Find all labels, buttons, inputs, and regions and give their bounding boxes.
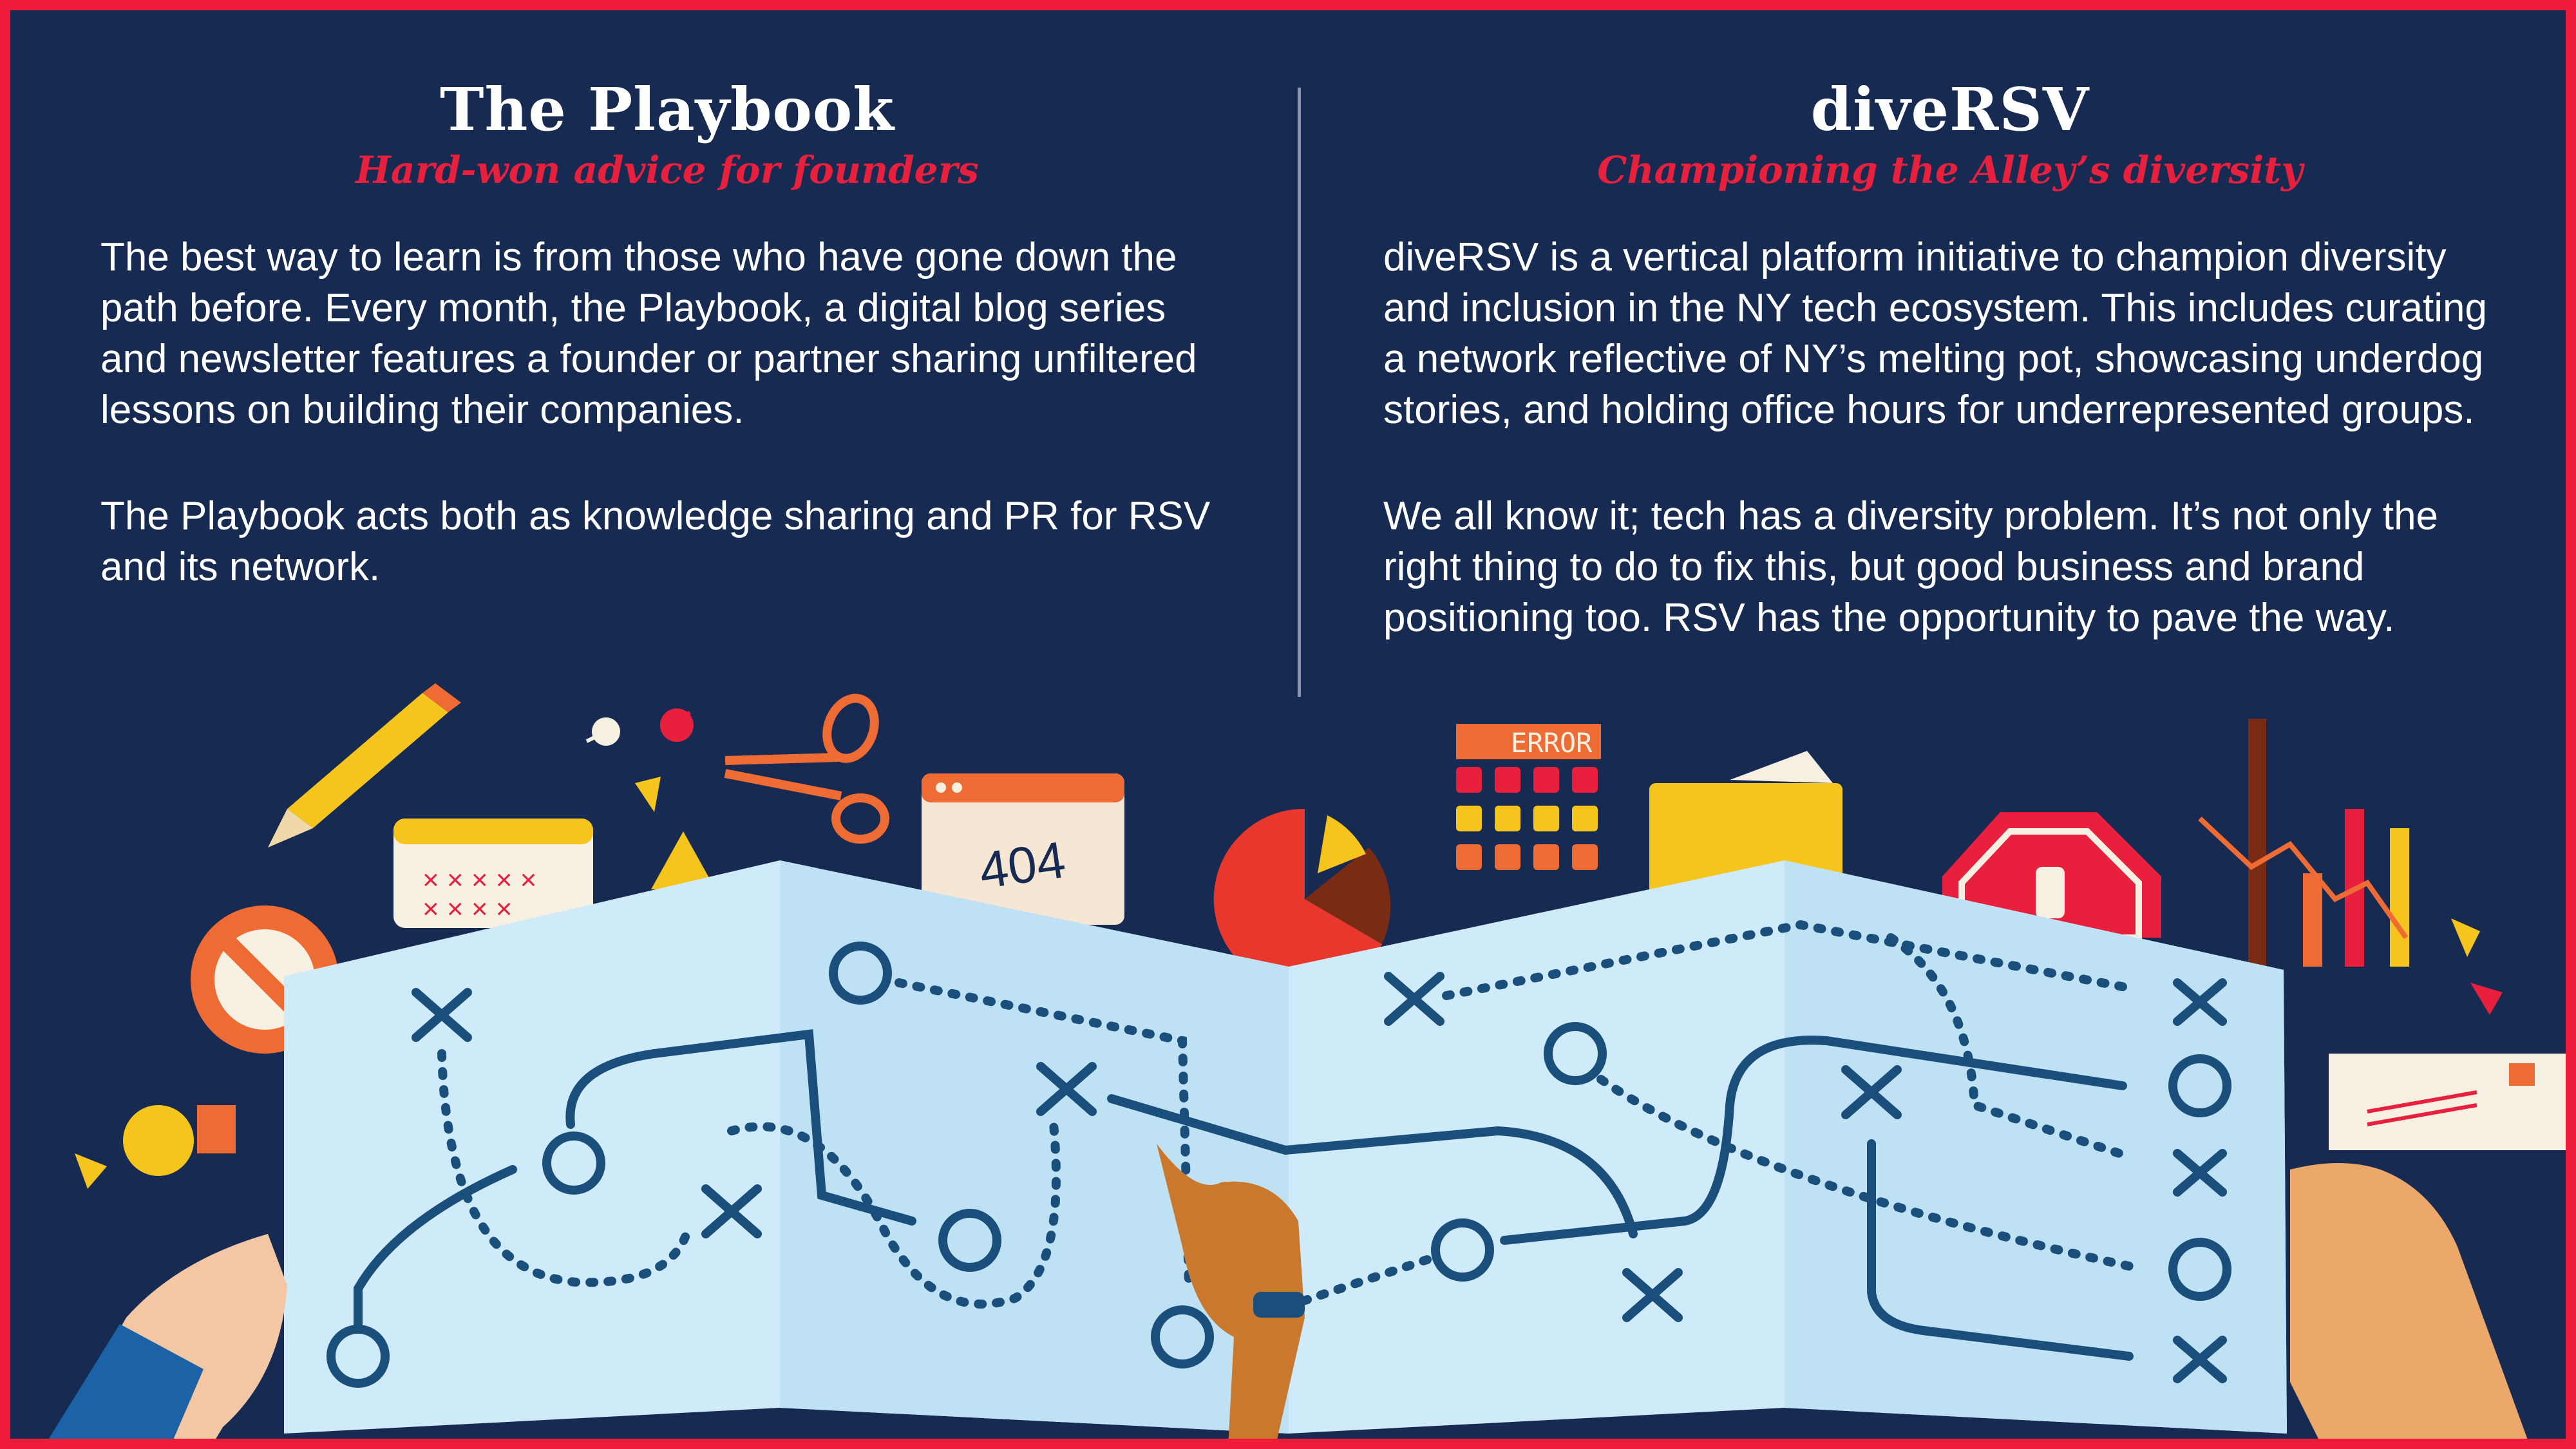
calendar-icon: × × × × × × × × × [393, 819, 593, 928]
lightbulb-icon [75, 1105, 236, 1189]
diversv-subtitle: Championing the Alley’s diversity [1597, 148, 2303, 192]
play-x-mark [2173, 978, 2227, 1026]
calculator-icon: ERROR [1453, 722, 1604, 912]
error-404-label: 404 [976, 831, 1069, 900]
play-x-mark [412, 988, 472, 1042]
play-x-mark [2173, 1336, 2227, 1383]
svg-text:× × × × ×: × × × × × [422, 864, 536, 896]
play-x-mark [1622, 1268, 1683, 1322]
play-route-line [1500, 1036, 2127, 1245]
play-diagram [327, 920, 2231, 1388]
bar-chart-icon [2198, 719, 2503, 1015]
warning-sign-icon [651, 831, 715, 889]
play-dotted-route [1442, 920, 2140, 1000]
diversv-section: diveRSV Championing the Alley’s diversit… [1383, 75, 2517, 643]
play-o-mark [542, 1132, 605, 1195]
error-404-window-icon: 404 [922, 773, 1124, 925]
play-o-mark [1151, 1305, 1214, 1368]
diversv-title: diveRSV [1810, 75, 2090, 144]
calculator-error-label: ERROR [1511, 727, 1593, 759]
playbook-subtitle: Hard-won advice for founders [355, 148, 979, 192]
pie-chart-icon [1213, 808, 1391, 989]
svg-text:× × × ×: × × × × [422, 893, 512, 925]
playbook-title: The Playbook [440, 75, 895, 144]
scissors-icon [724, 694, 889, 844]
envelope-icon [2329, 1054, 2566, 1150]
playbook-paragraph-2: The Playbook acts both as knowledge shar… [100, 494, 1211, 589]
play-dotted-route [1596, 1075, 2134, 1271]
play-o-mark [327, 1325, 390, 1388]
pushpin-icon [585, 708, 694, 812]
play-o-mark [938, 1209, 1001, 1272]
pencil-icon [268, 683, 461, 848]
column-divider [1298, 88, 1301, 697]
stop-sign-icon [1942, 812, 2161, 941]
play-x-mark [1036, 1062, 1097, 1116]
pointing-hand-icon [1157, 1144, 1305, 1439]
play-route-line [354, 1165, 517, 1329]
play-route-line [565, 1029, 916, 1226]
play-x-mark [1841, 1065, 1902, 1119]
play-dotted-route [437, 1049, 691, 1287]
playbook-section: The Playbook Hard-won advice for founder… [100, 75, 1234, 592]
strategy-map-illustration: × × × × × × × × × 404 [48, 683, 2566, 1439]
play-o-mark [829, 942, 892, 1005]
play-o-mark [2168, 1238, 2231, 1301]
play-o-mark [2168, 1054, 2231, 1117]
right-hand-icon [2290, 1163, 2528, 1439]
play-o-mark [1544, 1022, 1607, 1085]
diversv-paragraph-1: diveRSV is a vertical platform initiativ… [1383, 235, 2487, 432]
play-o-mark [1431, 1218, 1494, 1282]
play-dotted-route [727, 1120, 1061, 1309]
play-x-mark [701, 1184, 762, 1238]
left-hand-icon [48, 1234, 287, 1439]
play-x-mark [2173, 1149, 2227, 1197]
play-route-line [1867, 1139, 2134, 1361]
play-dotted-route [1886, 933, 2134, 1161]
play-route-line [1107, 1094, 1638, 1238]
play-x-mark [1384, 972, 1444, 1026]
diversv-paragraph-2: We all know it; tech has a diversity pro… [1383, 494, 2439, 640]
playbook-paragraph-1: The best way to learn is from those who … [100, 235, 1197, 432]
